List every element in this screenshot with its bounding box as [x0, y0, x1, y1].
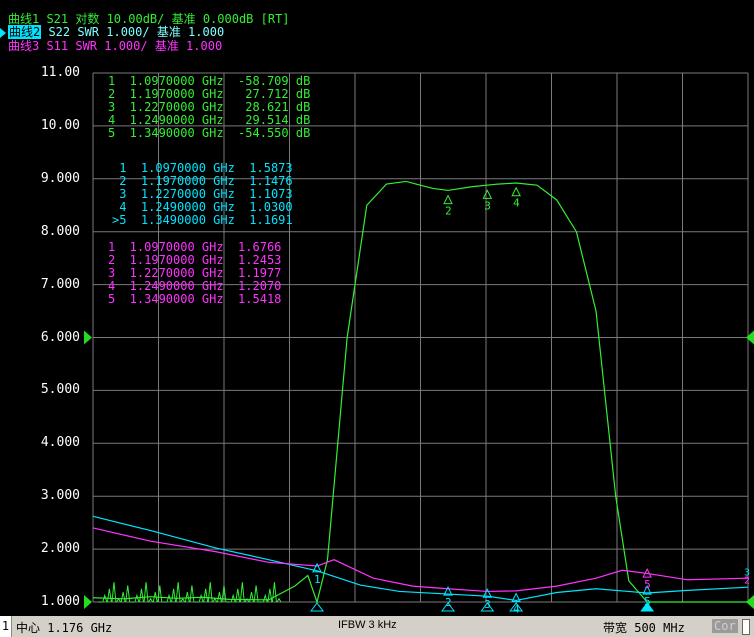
y-axis-label: 10.00: [40, 117, 80, 133]
y-axis-label: 4.000: [40, 435, 80, 451]
stimulus-marker-icon: [509, 602, 524, 612]
reference-level-bottom-right-icon: [746, 595, 754, 609]
y-axis-label: 11.00: [40, 65, 80, 80]
status-bar: 1 中心 1.176 GHz IFBW 3 kHz 带宽 500 MHz Cor: [0, 616, 754, 637]
marker-s22-2-icon: [443, 586, 453, 596]
y-axis-label: 3.000: [40, 488, 80, 504]
marker-s22-3-icon: [482, 588, 493, 598]
marker-s11-5-icon: [642, 568, 652, 578]
reference-level-right-icon: [746, 330, 754, 345]
active-trace-pointer-icon: [0, 28, 6, 38]
trace3-header[interactable]: 曲线3 S11 SWR 1.000/ 基准 1.000: [8, 40, 222, 53]
y-axis-label: 6.000: [40, 329, 80, 345]
if-bandwidth[interactable]: IFBW 3 kHz: [338, 619, 397, 631]
marker-s11-5-label: 5: [644, 578, 651, 591]
marker-s22-3-label: 3: [484, 598, 491, 611]
marker-s22-1-icon: [312, 562, 322, 573]
marker-s22-1-label: 1: [314, 573, 321, 586]
status-indicator-box: [742, 619, 750, 635]
reference-level-left-icon: [84, 330, 92, 345]
stimulus-marker-icon: [441, 602, 456, 612]
marker-table-s22: 1 1.0970000 GHz 1.5873 2 1.1970000 GHz 1…: [112, 162, 293, 227]
right-edge-label: 3: [744, 568, 750, 579]
marker-readout-row: 5 1.3490000 GHz 1.5418: [108, 292, 282, 306]
marker-readout-row: 1 1.0970000 GHz -58.709 dB: [108, 74, 311, 88]
trace-s21: [92, 180, 748, 605]
trace1-label[interactable]: 曲线1: [8, 12, 40, 26]
trace-s11: [92, 527, 749, 593]
marker-s22-4-label: 4: [513, 602, 520, 615]
marker-s21-4-icon: [511, 186, 521, 197]
marker-readout-row: 1 1.0970000 GHz 1.6766: [108, 240, 282, 254]
marker-readout-row: 1 1.0970000 GHz 1.5873: [112, 161, 293, 175]
marker-s21-2-icon: [443, 194, 453, 205]
y-axis-label: 7.000: [40, 276, 80, 292]
marker-s22-4-icon: [511, 592, 521, 602]
marker-s21-3-label: 3: [484, 199, 491, 212]
marker-readout-row: 4 1.2490000 GHz 29.514 dB: [108, 113, 311, 127]
marker-s21-3-icon: [482, 189, 493, 199]
stimulus-marker-icon: [640, 602, 655, 612]
y-axis-label: 1.000: [40, 594, 80, 609]
marker-readout-row: 4 1.2490000 GHz 1.2070: [108, 279, 282, 293]
center-frequency[interactable]: 中心 1.176 GHz: [16, 621, 113, 635]
correction-indicator[interactable]: Cor: [712, 619, 738, 633]
trace1-header[interactable]: 曲线1 S21 对数 10.00dB/ 基准 0.000dB [RT]: [8, 13, 290, 26]
trace3-label[interactable]: 曲线3: [8, 39, 40, 53]
marker-s22-5-label: 5: [644, 595, 651, 608]
marker-table-s21: 1 1.0970000 GHz -58.709 dB 2 1.1970000 GH…: [108, 75, 310, 140]
trace-s22: [92, 515, 749, 602]
y-axis-label: 2.000: [40, 541, 80, 557]
y-axis-label: 9.000: [40, 170, 80, 186]
marker-readout-row: 4 1.2490000 GHz 1.0300: [112, 200, 293, 214]
marker-readout-row: 2 1.1970000 GHz 1.2453: [108, 253, 282, 267]
marker-s21-4-label: 4: [513, 197, 520, 210]
span-frequency[interactable]: 带宽 500 MHz: [603, 621, 685, 635]
stimulus-marker-icon: [480, 602, 495, 612]
marker-readout-row: 3 1.2270000 GHz 28.621 dB: [108, 100, 311, 114]
marker-readout-row: 5 1.3490000 GHz -54.550 dB: [108, 126, 311, 140]
right-edge-label: 2: [744, 576, 750, 587]
trace2-header[interactable]: 曲线2 S22 SWR 1.000/ 基准 1.000: [8, 25, 225, 39]
marker-readout-row: 2 1.1970000 GHz 27.712 dB: [108, 87, 311, 101]
channel-number[interactable]: 1: [0, 616, 12, 637]
reference-level-bottom-left-icon: [84, 595, 92, 609]
marker-readout-row: 2 1.1970000 GHz 1.1476: [112, 174, 293, 188]
trace3-settings: S11 SWR 1.000/ 基准 1.000: [39, 39, 223, 53]
trace-s21-noise: [98, 582, 282, 603]
marker-table-s11: 1 1.0970000 GHz 1.6766 2 1.1970000 GHz 1.…: [108, 241, 281, 306]
y-axis-label: 8.000: [40, 223, 80, 239]
y-axis-label: 5.000: [40, 382, 80, 398]
trace1-settings: S21 对数 10.00dB/ 基准 0.000dB [RT]: [39, 12, 290, 26]
marker-readout-row: 3 1.2270000 GHz 1.1977: [108, 266, 282, 280]
stimulus-marker-icon: [310, 602, 325, 612]
marker-readout-row: >5 1.3490000 GHz 1.1691: [112, 213, 293, 227]
marker-s22-5-icon: [642, 584, 652, 595]
trace2-label[interactable]: 曲线2: [8, 25, 42, 39]
marker-readout-row: 3 1.2270000 GHz 1.1073: [112, 187, 293, 201]
trace2-settings: S22 SWR 1.000/ 基准 1.000: [41, 25, 225, 39]
marker-s21-2-label: 2: [445, 205, 452, 218]
